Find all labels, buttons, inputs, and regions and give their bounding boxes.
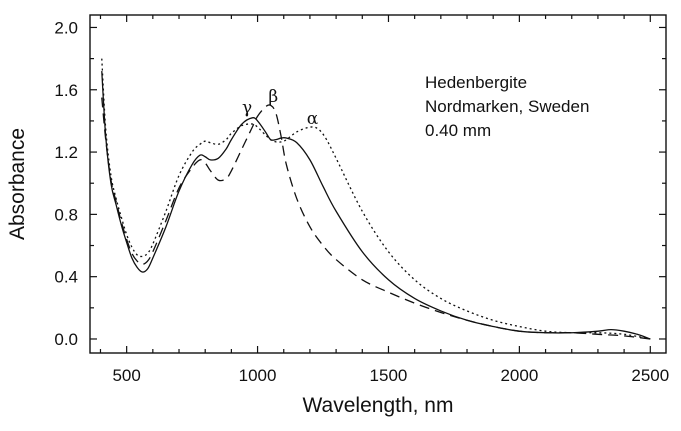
y-tick-label: 1.6: [54, 81, 78, 100]
y-axis-title: Absorbance: [6, 128, 29, 240]
series-layer: [101, 58, 651, 340]
x-tick-label: 500: [112, 366, 140, 385]
annotation-locality: Nordmarken, Sweden: [425, 97, 589, 116]
x-axis-title: Wavelength, nm: [303, 394, 454, 417]
x-tick-label: 1000: [239, 366, 277, 385]
y-tick-label: 1.2: [54, 143, 78, 162]
y-tick-label: 0.0: [54, 330, 78, 349]
annotation-sample: Hedenbergite: [425, 73, 527, 92]
peak-labels: γβ α: [242, 87, 319, 129]
y-tick-label: 0.8: [54, 205, 78, 224]
y-tick-label: 0.4: [54, 268, 78, 287]
x-tick-label: 2500: [631, 366, 669, 385]
annotation-thickness: 0.40 mm: [425, 121, 491, 140]
plot-frame: [89, 14, 667, 354]
axis-ticks: [90, 15, 666, 353]
x-tick-label: 2000: [500, 366, 538, 385]
series-line-dotted: [101, 58, 651, 340]
series-line-dashed: [101, 97, 651, 340]
peak-label-beta: β: [268, 87, 278, 107]
x-tick-label: 1500: [370, 366, 408, 385]
peak-label-alpha: α: [307, 109, 319, 129]
peak-label-gamma: γ: [242, 98, 252, 118]
y-tick-label: 2.0: [54, 18, 78, 37]
axis-tick-labels: 500 1000 1500 2000 2500 0.0 0.4 0.8 1.2 1.6 2.0: [54, 18, 669, 385]
